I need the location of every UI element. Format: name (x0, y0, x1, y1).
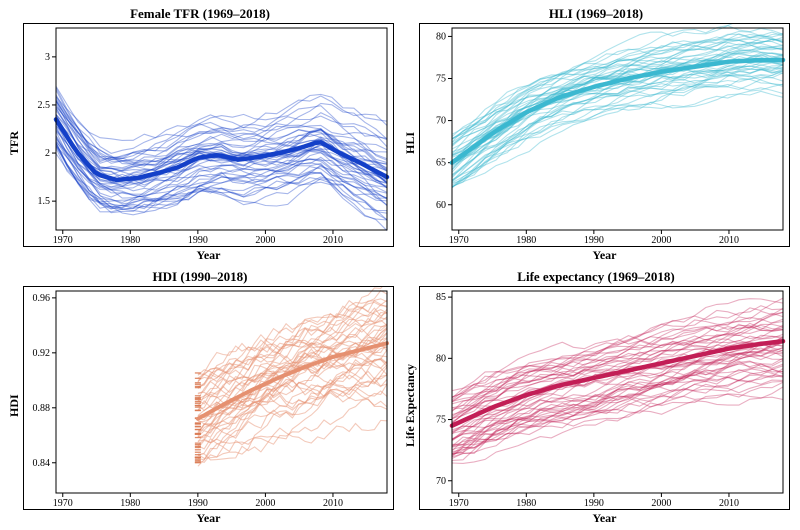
svg-text:70: 70 (436, 476, 446, 487)
panel-title: Female TFR (1969–2018) (6, 6, 394, 22)
svg-text:2: 2 (45, 148, 50, 159)
svg-text:1970: 1970 (53, 498, 73, 509)
svg-text:0.92: 0.92 (33, 348, 51, 359)
svg-text:1980: 1980 (516, 235, 536, 246)
plot-hdi: 1970 1980 1990 2000 2010 0.84 0.88 0.92 0.96 (23, 286, 394, 510)
svg-text:0.84: 0.84 (33, 458, 51, 469)
x-axis-label: Year (419, 248, 790, 263)
svg-text:80: 80 (436, 353, 446, 364)
panel-life: Life expectancy (1969–2018) Life Expecta… (402, 269, 790, 526)
svg-text:1970: 1970 (53, 235, 73, 246)
panel-title: Life expectancy (1969–2018) (402, 269, 790, 285)
svg-text:3: 3 (45, 52, 50, 63)
plot-life: 1970 1980 1990 2000 2010 70 75 80 85 (419, 286, 790, 510)
svg-text:75: 75 (436, 74, 446, 85)
svg-text:2.5: 2.5 (38, 100, 51, 111)
svg-text:2010: 2010 (719, 235, 739, 246)
svg-text:1980: 1980 (120, 498, 140, 509)
svg-text:2010: 2010 (323, 498, 343, 509)
svg-text:75: 75 (436, 415, 446, 426)
svg-text:65: 65 (436, 158, 446, 169)
chart-grid: Female TFR (1969–2018) TFR 1970 1980 1990 2… (0, 0, 800, 530)
x-axis-label: Year (419, 511, 790, 526)
svg-text:1970: 1970 (449, 235, 469, 246)
svg-text:85: 85 (436, 292, 446, 303)
plot-hli: 1970 1980 1990 2000 2010 60 65 70 75 80 (419, 23, 790, 247)
svg-text:1980: 1980 (516, 498, 536, 509)
plot-tfr: 1970 1980 1990 2000 2010 1.5 2 2.5 3 (23, 23, 394, 247)
svg-text:2000: 2000 (255, 498, 275, 509)
svg-text:1990: 1990 (188, 498, 208, 509)
panel-tfr: Female TFR (1969–2018) TFR 1970 1980 1990 2… (6, 6, 394, 263)
panel-hli: HLI (1969–2018) HLI 1970 1980 1990 2000 2010… (402, 6, 790, 263)
svg-text:2000: 2000 (651, 235, 671, 246)
svg-text:1.5: 1.5 (38, 196, 51, 207)
svg-text:1990: 1990 (584, 498, 604, 509)
y-axis-label: TFR (6, 23, 23, 263)
svg-text:60: 60 (436, 200, 446, 211)
x-axis-label: Year (23, 511, 394, 526)
panel-title: HLI (1969–2018) (402, 6, 790, 22)
svg-text:80: 80 (436, 31, 446, 42)
y-axis-label: HLI (402, 23, 419, 263)
svg-text:0.96: 0.96 (33, 293, 51, 304)
y-axis-label: HDI (6, 286, 23, 526)
svg-text:1990: 1990 (188, 235, 208, 246)
svg-text:2010: 2010 (719, 498, 739, 509)
svg-text:1990: 1990 (584, 235, 604, 246)
svg-text:2000: 2000 (255, 235, 275, 246)
svg-text:0.88: 0.88 (33, 403, 51, 414)
y-axis-label: Life Expectancy (402, 286, 419, 526)
panel-hdi: HDI (1990–2018) HDI 1970 1980 1990 2000 2010… (6, 269, 394, 526)
panel-title: HDI (1990–2018) (6, 269, 394, 285)
svg-text:2010: 2010 (323, 235, 343, 246)
svg-text:2000: 2000 (651, 498, 671, 509)
svg-text:70: 70 (436, 116, 446, 127)
x-axis-label: Year (23, 248, 394, 263)
svg-text:1970: 1970 (449, 498, 469, 509)
svg-text:1980: 1980 (120, 235, 140, 246)
